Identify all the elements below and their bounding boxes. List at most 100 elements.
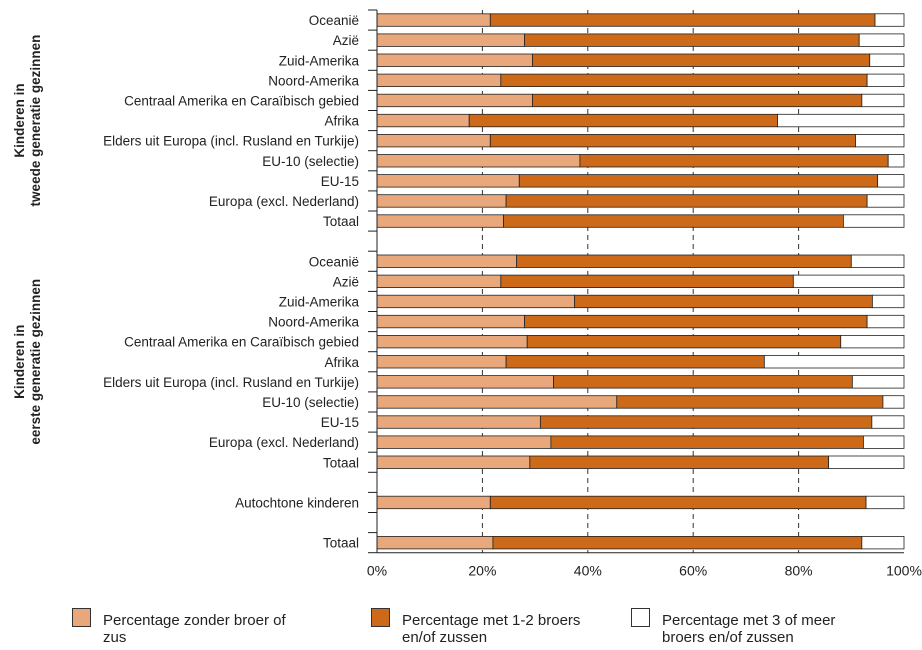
- legend-swatch-1-2: [371, 608, 390, 627]
- bar-segment-1-2: [579, 154, 889, 168]
- category-label: EU-10 (selectie): [262, 395, 359, 410]
- category-label: EU-10 (selectie): [262, 154, 359, 169]
- bar-segment-none: [376, 375, 554, 389]
- bar-segment-3plus: [828, 455, 905, 469]
- bar-segment-3plus: [840, 334, 905, 349]
- bar-segment-3plus: [865, 495, 905, 510]
- category-label: Afrika: [324, 355, 359, 370]
- bar-segment-none: [376, 33, 525, 47]
- bar-segment-1-2: [518, 174, 879, 188]
- category-label: Totaal: [323, 455, 359, 470]
- bar-segment-1-2: [526, 334, 842, 349]
- bar-segment-3plus: [850, 254, 905, 268]
- bar-segment-1-2: [500, 274, 794, 289]
- bar-segment-1-2: [505, 355, 765, 369]
- chart-plot: Oceanië Azië Zuid-Amerika Noord-Amerika Cent…: [12, 9, 922, 579]
- bar-segment-none: [376, 435, 552, 449]
- legend-label-none: Percentage zonder broer of zus: [103, 612, 286, 646]
- bar-segment-1-2: [503, 214, 844, 228]
- bar-segment-none: [376, 73, 502, 87]
- category-label: Zuid-Amerika: [279, 294, 360, 309]
- bar-segment-none: [376, 274, 502, 289]
- bar-segment-3plus: [842, 214, 905, 228]
- category-label: Azië: [333, 274, 359, 289]
- bar-segment-1-2: [532, 53, 871, 67]
- legend-item-1-2: Percentage met 1-2 broers en/of zussen: [371, 601, 602, 646]
- bar-segment-1-2: [532, 93, 863, 108]
- bar-segment-3plus: [792, 274, 905, 289]
- legend: Percentage zonder broer of zus Percentag…: [0, 601, 922, 650]
- legend-label-1-2: Percentage met 1-2 broers en/of zussen: [402, 612, 581, 646]
- legend-swatch-none: [72, 608, 91, 627]
- bar-segment-3plus: [869, 53, 905, 67]
- bar-segment-none: [376, 395, 618, 409]
- category-label: Azië: [333, 33, 359, 48]
- bar-segment-1-2: [516, 254, 852, 268]
- legend-item-none: Percentage zonder broer of zus: [72, 601, 303, 646]
- bar-segment-1-2: [539, 415, 873, 429]
- bar-segment-1-2: [550, 435, 864, 449]
- bar-segment-3plus: [777, 113, 905, 128]
- bar-segment-none: [376, 355, 507, 369]
- category-label: Europa (excl. Nederland): [209, 194, 359, 209]
- category-label: Oceanië: [309, 254, 359, 269]
- bar-segment-none: [376, 93, 533, 108]
- category-label: Centraal Amerika en Caraïbisch gebied: [124, 335, 359, 350]
- bar-segment-none: [376, 53, 533, 67]
- bar-segment-1-2: [505, 194, 868, 208]
- category-label: Centraal Amerika en Caraïbisch gebied: [124, 93, 359, 108]
- group-label: Kinderen intweede generatie gezinnen: [12, 35, 43, 207]
- bar-segment-3plus: [866, 194, 905, 208]
- bar-segment-none: [376, 294, 576, 309]
- bar-segment-3plus: [855, 133, 905, 148]
- bar-segment-1-2: [616, 395, 884, 409]
- bar-segment-3plus: [871, 415, 905, 429]
- bar-segment-1-2: [468, 113, 778, 128]
- bar-segment-1-2: [489, 13, 876, 27]
- legend-swatch-3plus: [631, 608, 650, 627]
- bar-segment-3plus: [887, 154, 905, 168]
- bar-segment-3plus: [858, 33, 905, 47]
- category-label: EU-15: [321, 174, 359, 189]
- bar-segment-3plus: [874, 13, 905, 27]
- bar-segment-none: [376, 254, 518, 268]
- group-label: Kinderen ineerste generatie gezinnen: [12, 279, 43, 445]
- bar-segment-3plus: [866, 314, 905, 329]
- bar-segment-3plus: [861, 93, 905, 108]
- category-label: Noord-Amerika: [268, 315, 359, 330]
- category-label: Zuid-Amerika: [279, 53, 360, 68]
- bar-segment-none: [376, 113, 470, 128]
- bar-segment-none: [376, 536, 494, 550]
- bar-segment-1-2: [489, 133, 856, 148]
- bar-segment-none: [376, 455, 531, 469]
- x-tick-label: 0%: [367, 563, 387, 579]
- category-label: Noord-Amerika: [268, 73, 359, 88]
- bar-segment-3plus: [863, 435, 905, 449]
- x-tick-label: 80%: [785, 563, 813, 579]
- category-label: Oceanië: [309, 13, 359, 28]
- x-tick-label: 100%: [886, 563, 922, 579]
- x-tick-label: 40%: [574, 563, 602, 579]
- category-label: Autochtone kinderen: [235, 495, 359, 510]
- x-tick-label: 20%: [468, 563, 496, 579]
- bar-segment-none: [376, 495, 491, 510]
- x-tick-label: 60%: [679, 563, 707, 579]
- bar-segment-none: [376, 133, 491, 148]
- category-label: Afrika: [324, 114, 359, 129]
- bar-segment-none: [376, 334, 528, 349]
- bar-segment-3plus: [871, 294, 905, 309]
- bar-segment-none: [376, 154, 581, 168]
- category-label: Totaal: [323, 536, 359, 551]
- bar-segment-3plus: [877, 174, 905, 188]
- bar-segment-1-2: [524, 33, 860, 47]
- category-label: Totaal: [323, 214, 359, 229]
- category-label: Europa (excl. Nederland): [209, 435, 359, 450]
- category-label: Elders uit Europa (incl. Rusland en Turk…: [103, 134, 359, 149]
- bar-segment-none: [376, 314, 525, 329]
- bar-segment-3plus: [763, 355, 905, 369]
- bar-segment-1-2: [574, 294, 873, 309]
- bar-segment-1-2: [500, 73, 868, 87]
- legend-item-3plus: Percentage met 3 of meer broers en/of zu…: [631, 601, 862, 646]
- category-label: Elders uit Europa (incl. Rusland en Turk…: [103, 375, 359, 390]
